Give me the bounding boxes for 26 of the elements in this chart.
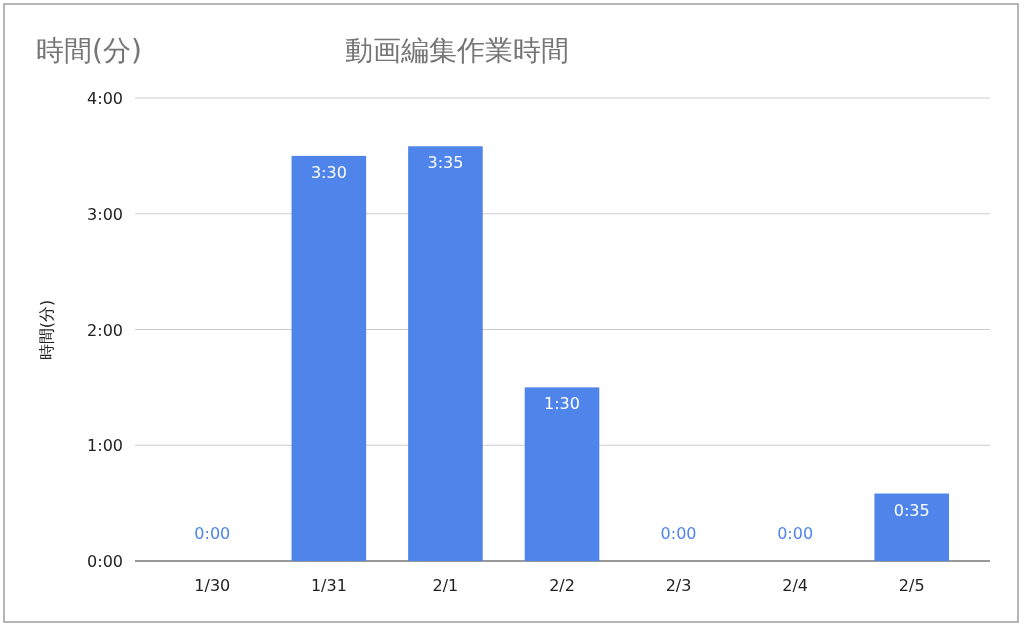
y-tick-label: 1:00 xyxy=(87,436,123,456)
y-tick-label: 4:00 xyxy=(87,89,123,108)
data-label: 1:30 xyxy=(544,394,580,414)
x-tick-label: 2/4 xyxy=(782,576,809,595)
bar xyxy=(874,493,950,561)
x-tick-label: 2/3 xyxy=(665,576,692,595)
data-label: 0:00 xyxy=(194,524,231,543)
y-tick-label: 2:00 xyxy=(87,320,123,340)
y-tick-label: 3:00 xyxy=(87,204,123,224)
data-label: 0:00 xyxy=(777,524,814,543)
data-label: 0:35 xyxy=(893,500,930,520)
bar xyxy=(408,146,483,561)
bar xyxy=(524,387,600,561)
data-label: 3:30 xyxy=(310,162,347,182)
y-axis-title: 時間(分) xyxy=(37,299,56,361)
x-tick-label: 2/2 xyxy=(549,576,575,595)
text: 時間(分) xyxy=(36,34,142,67)
bar xyxy=(291,155,367,561)
y-tick-label: 0:00 xyxy=(87,552,123,571)
x-tick-label: 2/1 xyxy=(432,576,459,595)
data-label: 0:00 xyxy=(660,524,697,543)
chart-title: 動画編集作業時間 xyxy=(345,34,569,67)
x-tick-label: 2/5 xyxy=(898,576,925,595)
x-tick-label: 1/31 xyxy=(310,576,347,595)
x-tick-label: 1/30 xyxy=(194,576,231,595)
data-label: 3:35 xyxy=(427,153,464,173)
